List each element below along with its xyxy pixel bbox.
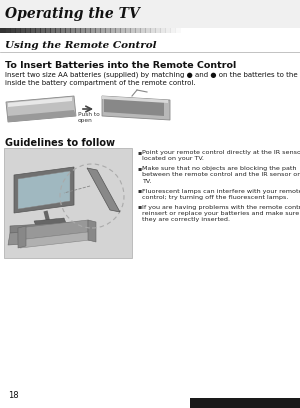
Bar	[265, 28, 271, 33]
Bar	[85, 28, 91, 33]
Bar	[45, 28, 50, 33]
Text: Point your remote control directly at the IR sensor
located on your TV.: Point your remote control directly at th…	[142, 150, 300, 162]
Bar	[5, 28, 10, 33]
Bar	[70, 28, 76, 33]
Bar	[145, 28, 151, 33]
Bar	[0, 28, 5, 33]
Bar	[225, 28, 230, 33]
Bar	[100, 28, 106, 33]
Text: Push to
open: Push to open	[78, 112, 100, 123]
Bar	[65, 28, 70, 33]
Text: To Insert Batteries into the Remote Control: To Insert Batteries into the Remote Cont…	[5, 61, 236, 70]
Polygon shape	[14, 167, 74, 213]
Bar	[35, 28, 40, 33]
Bar	[60, 28, 65, 33]
Polygon shape	[88, 220, 96, 242]
Bar	[130, 28, 136, 33]
Bar	[140, 28, 145, 33]
Bar	[220, 28, 226, 33]
Bar	[170, 28, 176, 33]
Bar	[160, 28, 166, 33]
Bar	[255, 28, 260, 33]
Polygon shape	[10, 222, 78, 233]
Text: ▪: ▪	[137, 188, 141, 193]
Text: If you are having problems with the remote control,
reinsert or replace your bat: If you are having problems with the remo…	[142, 204, 300, 222]
Bar	[275, 28, 280, 33]
Text: Operating the TV: Operating the TV	[5, 7, 140, 21]
Polygon shape	[8, 110, 76, 122]
Bar	[185, 28, 190, 33]
Bar	[115, 28, 121, 33]
Bar	[135, 28, 140, 33]
Bar	[0, 0, 300, 28]
Bar	[150, 28, 155, 33]
Bar	[15, 28, 20, 33]
Bar	[90, 28, 95, 33]
Bar	[250, 28, 256, 33]
Bar	[260, 28, 266, 33]
Bar	[30, 28, 35, 33]
Bar	[120, 28, 125, 33]
Bar	[165, 28, 170, 33]
Bar	[195, 28, 200, 33]
Bar	[10, 28, 16, 33]
Polygon shape	[34, 218, 66, 226]
Bar	[200, 28, 206, 33]
Bar	[215, 28, 220, 33]
Bar	[190, 398, 300, 408]
Bar	[55, 28, 61, 33]
Text: Using the Remote Control: Using the Remote Control	[5, 40, 157, 49]
Bar	[240, 28, 245, 33]
Bar	[210, 28, 215, 33]
Polygon shape	[18, 220, 88, 240]
Bar	[125, 28, 130, 33]
Polygon shape	[18, 226, 26, 248]
Bar	[245, 28, 250, 33]
Bar	[175, 28, 181, 33]
Bar	[285, 28, 290, 33]
Text: Insert two size AA batteries (supplied) by matching ● and ● on the batteries to : Insert two size AA batteries (supplied) …	[5, 72, 300, 86]
Polygon shape	[6, 96, 76, 122]
Polygon shape	[102, 96, 170, 120]
Bar	[290, 28, 295, 33]
Bar	[230, 28, 236, 33]
Text: Make sure that no objects are blocking the path
between the remote control and t: Make sure that no objects are blocking t…	[142, 166, 300, 184]
Polygon shape	[18, 171, 70, 209]
Bar	[105, 28, 110, 33]
Text: ▪: ▪	[137, 204, 141, 209]
Polygon shape	[104, 98, 164, 116]
Text: Guidelines to follow: Guidelines to follow	[5, 138, 115, 148]
Bar	[180, 28, 185, 33]
Polygon shape	[8, 229, 78, 245]
Bar	[40, 28, 46, 33]
Bar	[75, 28, 80, 33]
Text: 18: 18	[8, 391, 19, 400]
Bar	[270, 28, 275, 33]
Text: ▪: ▪	[137, 150, 141, 155]
Bar	[190, 28, 196, 33]
Bar	[95, 28, 100, 33]
Polygon shape	[102, 96, 168, 103]
Polygon shape	[18, 232, 90, 248]
Bar	[110, 28, 116, 33]
Bar	[155, 28, 160, 33]
Bar	[80, 28, 86, 33]
Text: Fluorescent lamps can interfere with your remote
control; try turning off the fl: Fluorescent lamps can interfere with you…	[142, 188, 300, 200]
Polygon shape	[87, 168, 120, 212]
Bar	[20, 28, 26, 33]
Bar	[280, 28, 286, 33]
Bar	[4, 148, 132, 258]
Bar	[205, 28, 211, 33]
Bar	[295, 28, 300, 33]
Bar	[50, 28, 56, 33]
Bar	[25, 28, 31, 33]
Bar	[235, 28, 241, 33]
Polygon shape	[8, 97, 72, 107]
Text: ▪: ▪	[137, 166, 141, 171]
